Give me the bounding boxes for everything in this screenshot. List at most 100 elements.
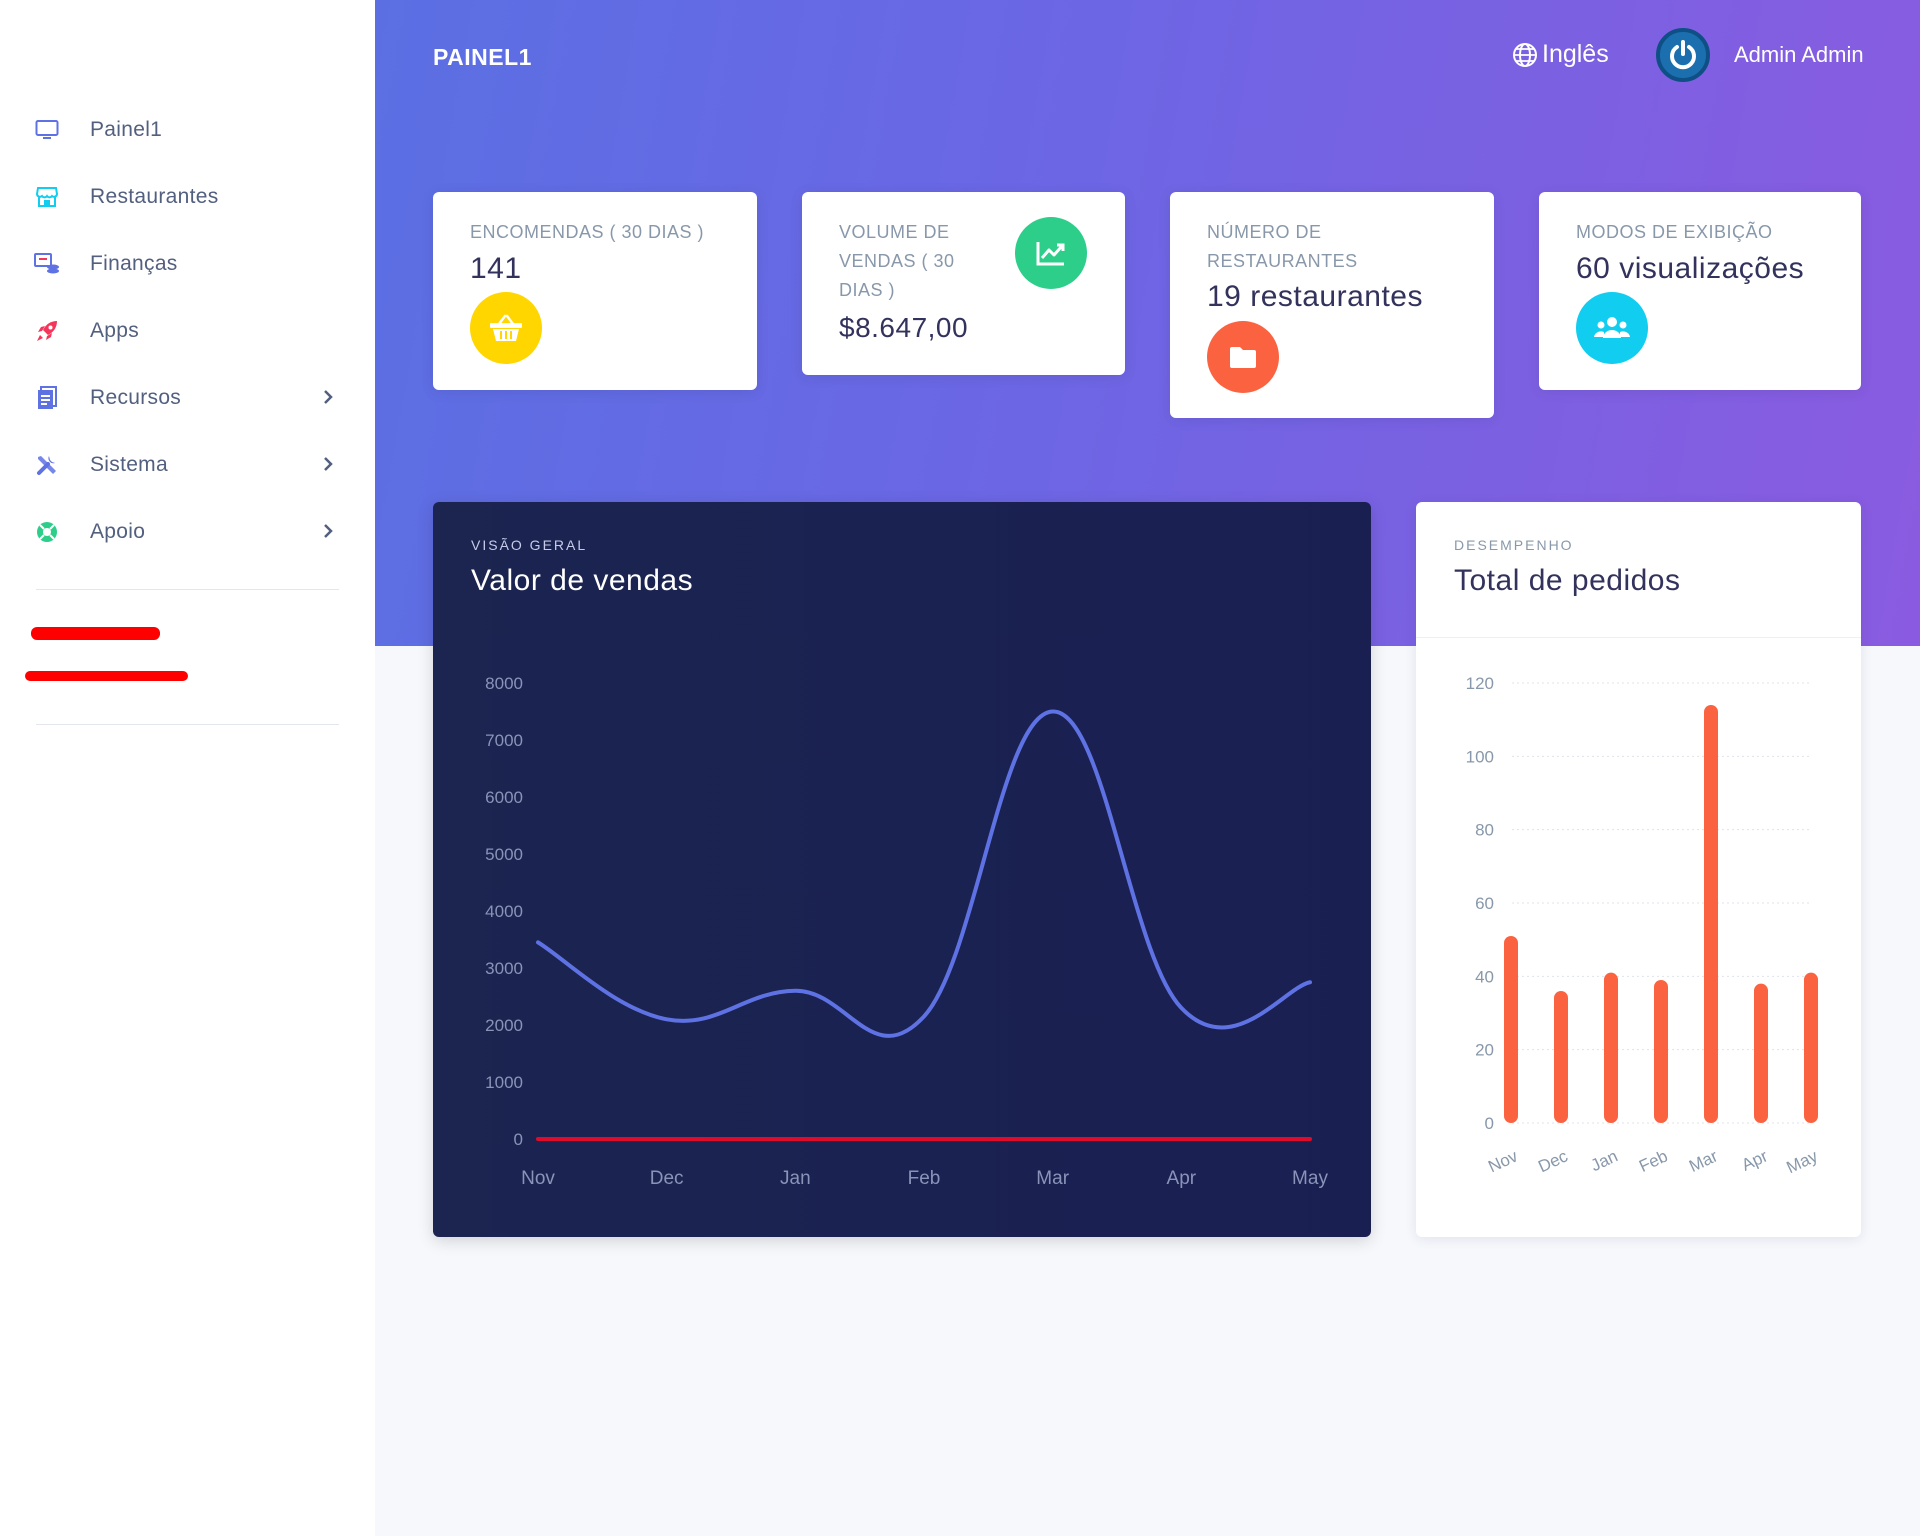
y-tick-label: 80 xyxy=(1475,821,1494,840)
monitor-icon xyxy=(34,117,60,143)
bar xyxy=(1554,991,1568,1123)
chevron-right-icon xyxy=(324,524,333,538)
document-icon xyxy=(34,385,60,411)
x-tick-label: Feb xyxy=(1636,1146,1671,1176)
y-tick-label: 5000 xyxy=(485,845,523,864)
x-tick-label: May xyxy=(1292,1168,1328,1189)
x-tick-label: May xyxy=(1784,1146,1822,1177)
stat-title: MODOS DE EXIBIÇÃO xyxy=(1576,222,1773,242)
basket-icon xyxy=(470,292,542,364)
sidebar-item-apps[interactable]: Apps xyxy=(0,297,375,364)
sidebar-divider xyxy=(36,724,339,725)
language-label: Inglês xyxy=(1542,40,1609,68)
x-tick-label: Apr xyxy=(1739,1146,1771,1175)
bar xyxy=(1754,983,1768,1123)
sidebar-nav: Painel1 Restaurantes Finanças Apps Recur… xyxy=(0,96,375,565)
sidebar-item-sistema[interactable]: Sistema xyxy=(0,431,375,498)
globe-icon xyxy=(1513,42,1537,67)
sidebar-divider xyxy=(36,589,339,590)
x-tick-label: Apr xyxy=(1167,1168,1197,1189)
x-tick-label: Feb xyxy=(908,1168,941,1189)
sidebar-item-recursos[interactable]: Recursos xyxy=(0,364,375,431)
y-tick-label: 4000 xyxy=(485,902,523,921)
y-tick-label: 3000 xyxy=(485,959,523,978)
y-tick-label: 7000 xyxy=(485,731,523,750)
redaction-mark xyxy=(31,627,160,640)
x-tick-label: Mar xyxy=(1036,1168,1069,1189)
shop-icon xyxy=(34,184,60,210)
y-tick-label: 8000 xyxy=(485,674,523,693)
stat-title: VOLUME DE VENDAS ( 30 DIAS ) xyxy=(839,222,955,300)
chevron-right-icon xyxy=(324,457,333,471)
sidebar-item-label: Painel1 xyxy=(90,117,163,141)
user-name: Admin Admin xyxy=(1734,42,1864,67)
language-selector[interactable]: Inglês xyxy=(1512,40,1609,69)
stat-card-views: MODOS DE EXIBIÇÃO 60 visualizações xyxy=(1539,192,1861,390)
x-tick-label: Dec xyxy=(650,1168,684,1189)
stat-value: 19 restaurantes xyxy=(1207,280,1423,313)
sidebar-item-restaurantes[interactable]: Restaurantes xyxy=(0,163,375,230)
bar xyxy=(1504,936,1518,1123)
orders-chart-overline: DESEMPENHO xyxy=(1454,537,1574,553)
bar xyxy=(1604,972,1618,1123)
support-icon xyxy=(34,519,60,545)
x-tick-label: Mar xyxy=(1686,1146,1721,1176)
x-tick-label: Jan xyxy=(1588,1146,1621,1175)
tools-icon xyxy=(34,452,60,478)
y-tick-label: 120 xyxy=(1466,674,1494,693)
x-tick-label: Dec xyxy=(1535,1146,1571,1176)
stat-card-sales: VOLUME DE VENDAS ( 30 DIAS ) $8.647,00 xyxy=(802,192,1125,375)
chevron-right-icon xyxy=(324,390,333,404)
y-tick-label: 0 xyxy=(514,1130,523,1149)
y-tick-label: 60 xyxy=(1475,894,1494,913)
bar xyxy=(1654,980,1668,1123)
redaction-mark xyxy=(25,671,188,681)
power-icon xyxy=(1670,40,1696,70)
sidebar-item-label: Sistema xyxy=(90,452,168,476)
y-tick-label: 1000 xyxy=(485,1073,523,1092)
stat-title: NÚMERO DE RESTAURANTES xyxy=(1207,222,1358,271)
user-menu[interactable]: Admin Admin xyxy=(1656,28,1864,82)
orders-chart-panel: DESEMPENHO Total de pedidos 0 20 40 60 80 100… xyxy=(1416,502,1861,1237)
users-icon xyxy=(1576,292,1648,364)
y-tick-label: 100 xyxy=(1466,747,1494,766)
sidebar: Painel1 Restaurantes Finanças Apps Recur… xyxy=(0,0,375,1536)
sales-chart-panel: VISÃO GERAL Valor de vendas 0 1000 2000 300… xyxy=(433,502,1371,1237)
sidebar-item-label: Apps xyxy=(90,318,140,342)
stat-title: ENCOMENDAS ( 30 DIAS ) xyxy=(470,222,705,242)
sales-chart-title: Valor de vendas xyxy=(471,564,694,597)
chart-up-icon xyxy=(1015,217,1087,289)
sales-line-chart: 0 1000 2000 3000 4000 5000 6000 7000 8000 Nov Dec J… xyxy=(485,674,1328,1189)
sidebar-item-label: Recursos xyxy=(90,385,182,409)
y-tick-label: 6000 xyxy=(485,788,523,807)
x-tick-label: Nov xyxy=(521,1168,555,1189)
y-tick-label: 20 xyxy=(1475,1041,1494,1060)
series-line-vendas xyxy=(536,709,1312,1038)
stat-card-restaurants: NÚMERO DE RESTAURANTES 19 restaurantes xyxy=(1170,192,1494,418)
sidebar-item-painel1[interactable]: Painel1 xyxy=(0,96,375,163)
sidebar-item-financas[interactable]: Finanças xyxy=(0,230,375,297)
x-tick-label: Jan xyxy=(780,1168,811,1189)
sidebar-item-label: Finanças xyxy=(90,251,178,275)
y-tick-label: 2000 xyxy=(485,1016,523,1035)
folder-icon xyxy=(1207,321,1279,393)
y-tick-label: 40 xyxy=(1475,967,1494,986)
stat-value: 60 visualizações xyxy=(1576,252,1805,285)
stat-value: $8.647,00 xyxy=(839,312,969,343)
orders-chart-title: Total de pedidos xyxy=(1454,564,1681,597)
page-title[interactable]: PAINEL1 xyxy=(433,44,532,70)
sidebar-item-apoio[interactable]: Apoio xyxy=(0,498,375,565)
stat-value: 141 xyxy=(470,252,522,285)
x-tick-label: Nov xyxy=(1485,1146,1521,1176)
panel-divider xyxy=(1416,637,1861,638)
sales-chart-overline: VISÃO GERAL xyxy=(471,537,588,553)
orders-bar-chart: 0 20 40 60 80 100 120 Nov Dec Jan Feb Mar Apr May xyxy=(1466,674,1822,1177)
avatar xyxy=(1656,28,1710,82)
finance-icon xyxy=(34,251,60,277)
sidebar-item-label: Apoio xyxy=(90,519,146,543)
bar xyxy=(1804,972,1818,1123)
y-tick-label: 0 xyxy=(1485,1114,1494,1133)
stat-card-orders: ENCOMENDAS ( 30 DIAS ) 141 xyxy=(433,192,757,390)
bar xyxy=(1704,705,1718,1123)
rocket-icon xyxy=(34,318,60,344)
